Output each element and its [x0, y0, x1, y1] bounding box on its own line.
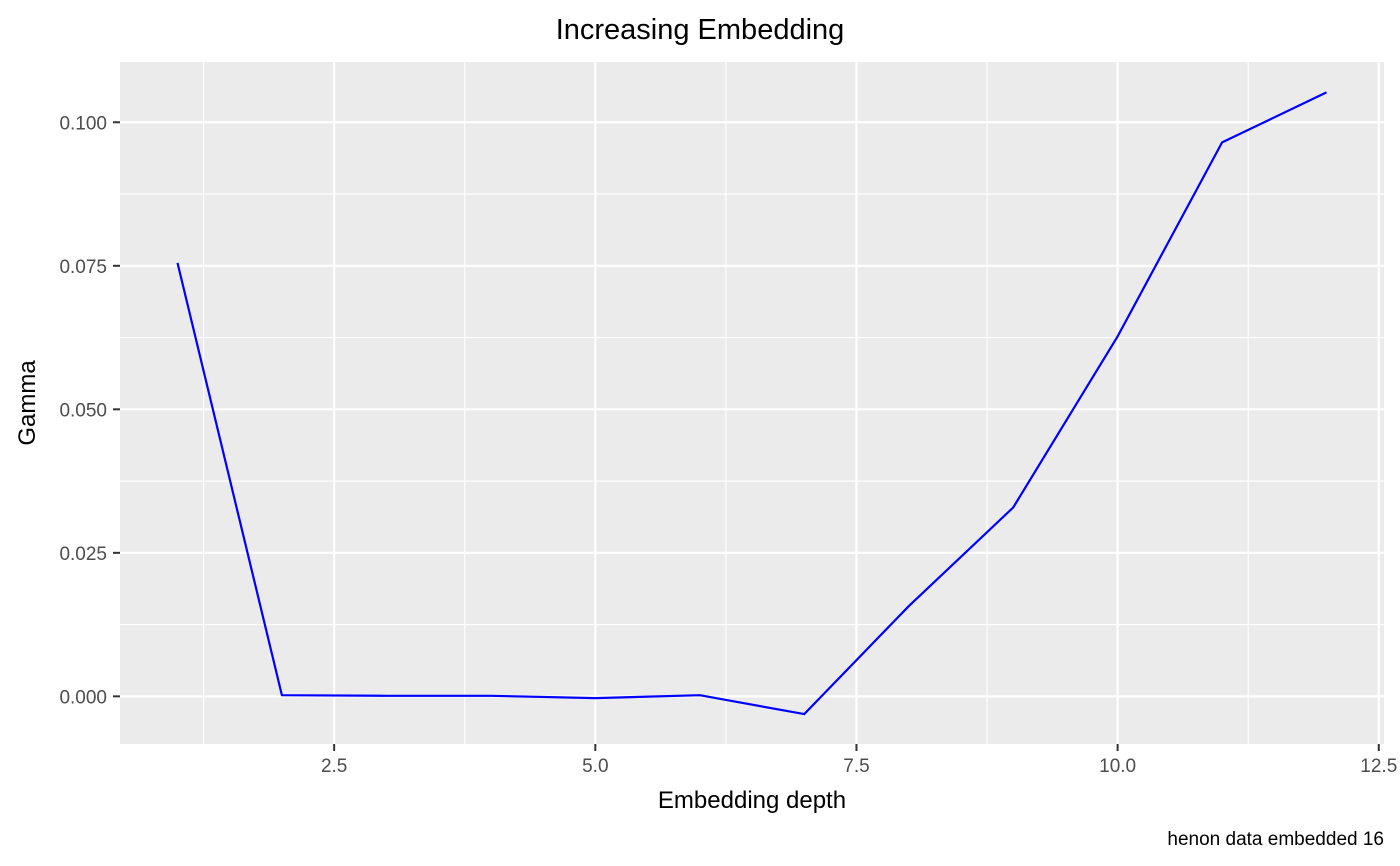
chart-title: Increasing Embedding — [556, 14, 845, 46]
y-tick-labels: 0.000 0.025 0.050 0.075 0.100 — [59, 113, 107, 708]
y-tick-label: 0.000 — [59, 687, 107, 708]
y-tick-label: 0.025 — [59, 544, 107, 565]
x-tick-label: 2.5 — [321, 756, 347, 777]
y-axis-title: Gamma — [14, 360, 41, 446]
grid-major — [120, 62, 1384, 744]
x-tick-label: 10.0 — [1099, 756, 1136, 777]
y-tick-label: 0.075 — [59, 257, 107, 278]
x-axis-title: Embedding depth — [658, 787, 846, 814]
x-tick-label: 5.0 — [582, 756, 608, 777]
grid-minor — [120, 62, 1384, 744]
x-tick-label: 12.5 — [1360, 756, 1397, 777]
series-line — [176, 91, 1327, 716]
plot-panel — [120, 62, 1384, 744]
x-tick-label: 7.5 — [843, 756, 869, 777]
series-layer — [176, 91, 1327, 716]
chart-caption: henon data embedded 16 — [1167, 829, 1384, 850]
axis-ticks — [113, 121, 1380, 751]
y-tick-label: 0.100 — [59, 113, 107, 134]
y-tick-label: 0.050 — [59, 400, 107, 421]
x-tick-labels: 2.5 5.0 7.5 10.0 12.5 — [321, 756, 1397, 777]
